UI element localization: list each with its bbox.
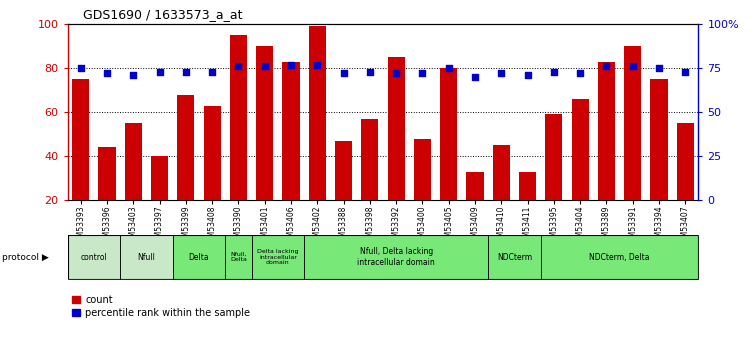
Bar [519, 171, 536, 244]
Text: Delta: Delta [189, 253, 210, 262]
Bar [335, 141, 352, 244]
Point [443, 66, 455, 71]
Text: NDCterm: NDCterm [497, 253, 532, 262]
Point [653, 66, 665, 71]
Bar [173, 235, 225, 279]
Bar [98, 147, 116, 244]
Point [128, 72, 140, 78]
Bar [650, 79, 668, 244]
Bar [488, 235, 541, 279]
Bar [309, 26, 326, 244]
Point [338, 71, 350, 76]
Bar [598, 61, 615, 244]
Point [391, 71, 403, 76]
Bar [120, 235, 173, 279]
Bar [72, 79, 89, 244]
Bar [361, 119, 379, 244]
Text: Nfull: Nfull [137, 253, 155, 262]
Bar [541, 235, 698, 279]
Point [626, 63, 638, 69]
Text: NDCterm, Delta: NDCterm, Delta [590, 253, 650, 262]
Bar [304, 235, 488, 279]
Text: protocol ▶: protocol ▶ [2, 253, 48, 262]
Point [285, 62, 297, 67]
Point [180, 69, 192, 75]
Text: Nfull, Delta lacking
intracellular domain: Nfull, Delta lacking intracellular domai… [357, 247, 435, 267]
Bar [414, 139, 431, 244]
Text: Nfull,
Delta: Nfull, Delta [230, 252, 247, 263]
Point [364, 69, 376, 75]
Bar [440, 68, 457, 244]
Bar [493, 145, 510, 244]
Bar [572, 99, 589, 244]
Bar [125, 123, 142, 244]
Point [154, 69, 166, 75]
Point [312, 62, 324, 67]
Point [496, 71, 508, 76]
Bar [252, 235, 304, 279]
Bar [624, 46, 641, 244]
Bar [204, 106, 221, 244]
Point [521, 72, 533, 78]
Bar [68, 235, 120, 279]
Bar [151, 156, 168, 244]
Bar [677, 123, 694, 244]
Bar [545, 114, 562, 244]
Point [469, 74, 481, 80]
Bar [225, 235, 252, 279]
Bar [282, 61, 300, 244]
Bar [177, 95, 195, 244]
Legend: count, percentile rank within the sample: count, percentile rank within the sample [72, 295, 250, 318]
Point [258, 63, 271, 69]
Point [206, 69, 219, 75]
Text: control: control [80, 253, 107, 262]
Point [601, 63, 613, 69]
Bar [388, 57, 405, 244]
Point [233, 63, 245, 69]
Text: Delta lacking
intracellular
domain: Delta lacking intracellular domain [257, 249, 299, 265]
Point [548, 69, 560, 75]
Point [75, 66, 87, 71]
Bar [230, 35, 247, 244]
Bar [256, 46, 273, 244]
Point [101, 71, 113, 76]
Bar [466, 171, 484, 244]
Point [679, 69, 691, 75]
Text: GDS1690 / 1633573_a_at: GDS1690 / 1633573_a_at [83, 8, 242, 21]
Point [575, 71, 587, 76]
Point [416, 71, 428, 76]
